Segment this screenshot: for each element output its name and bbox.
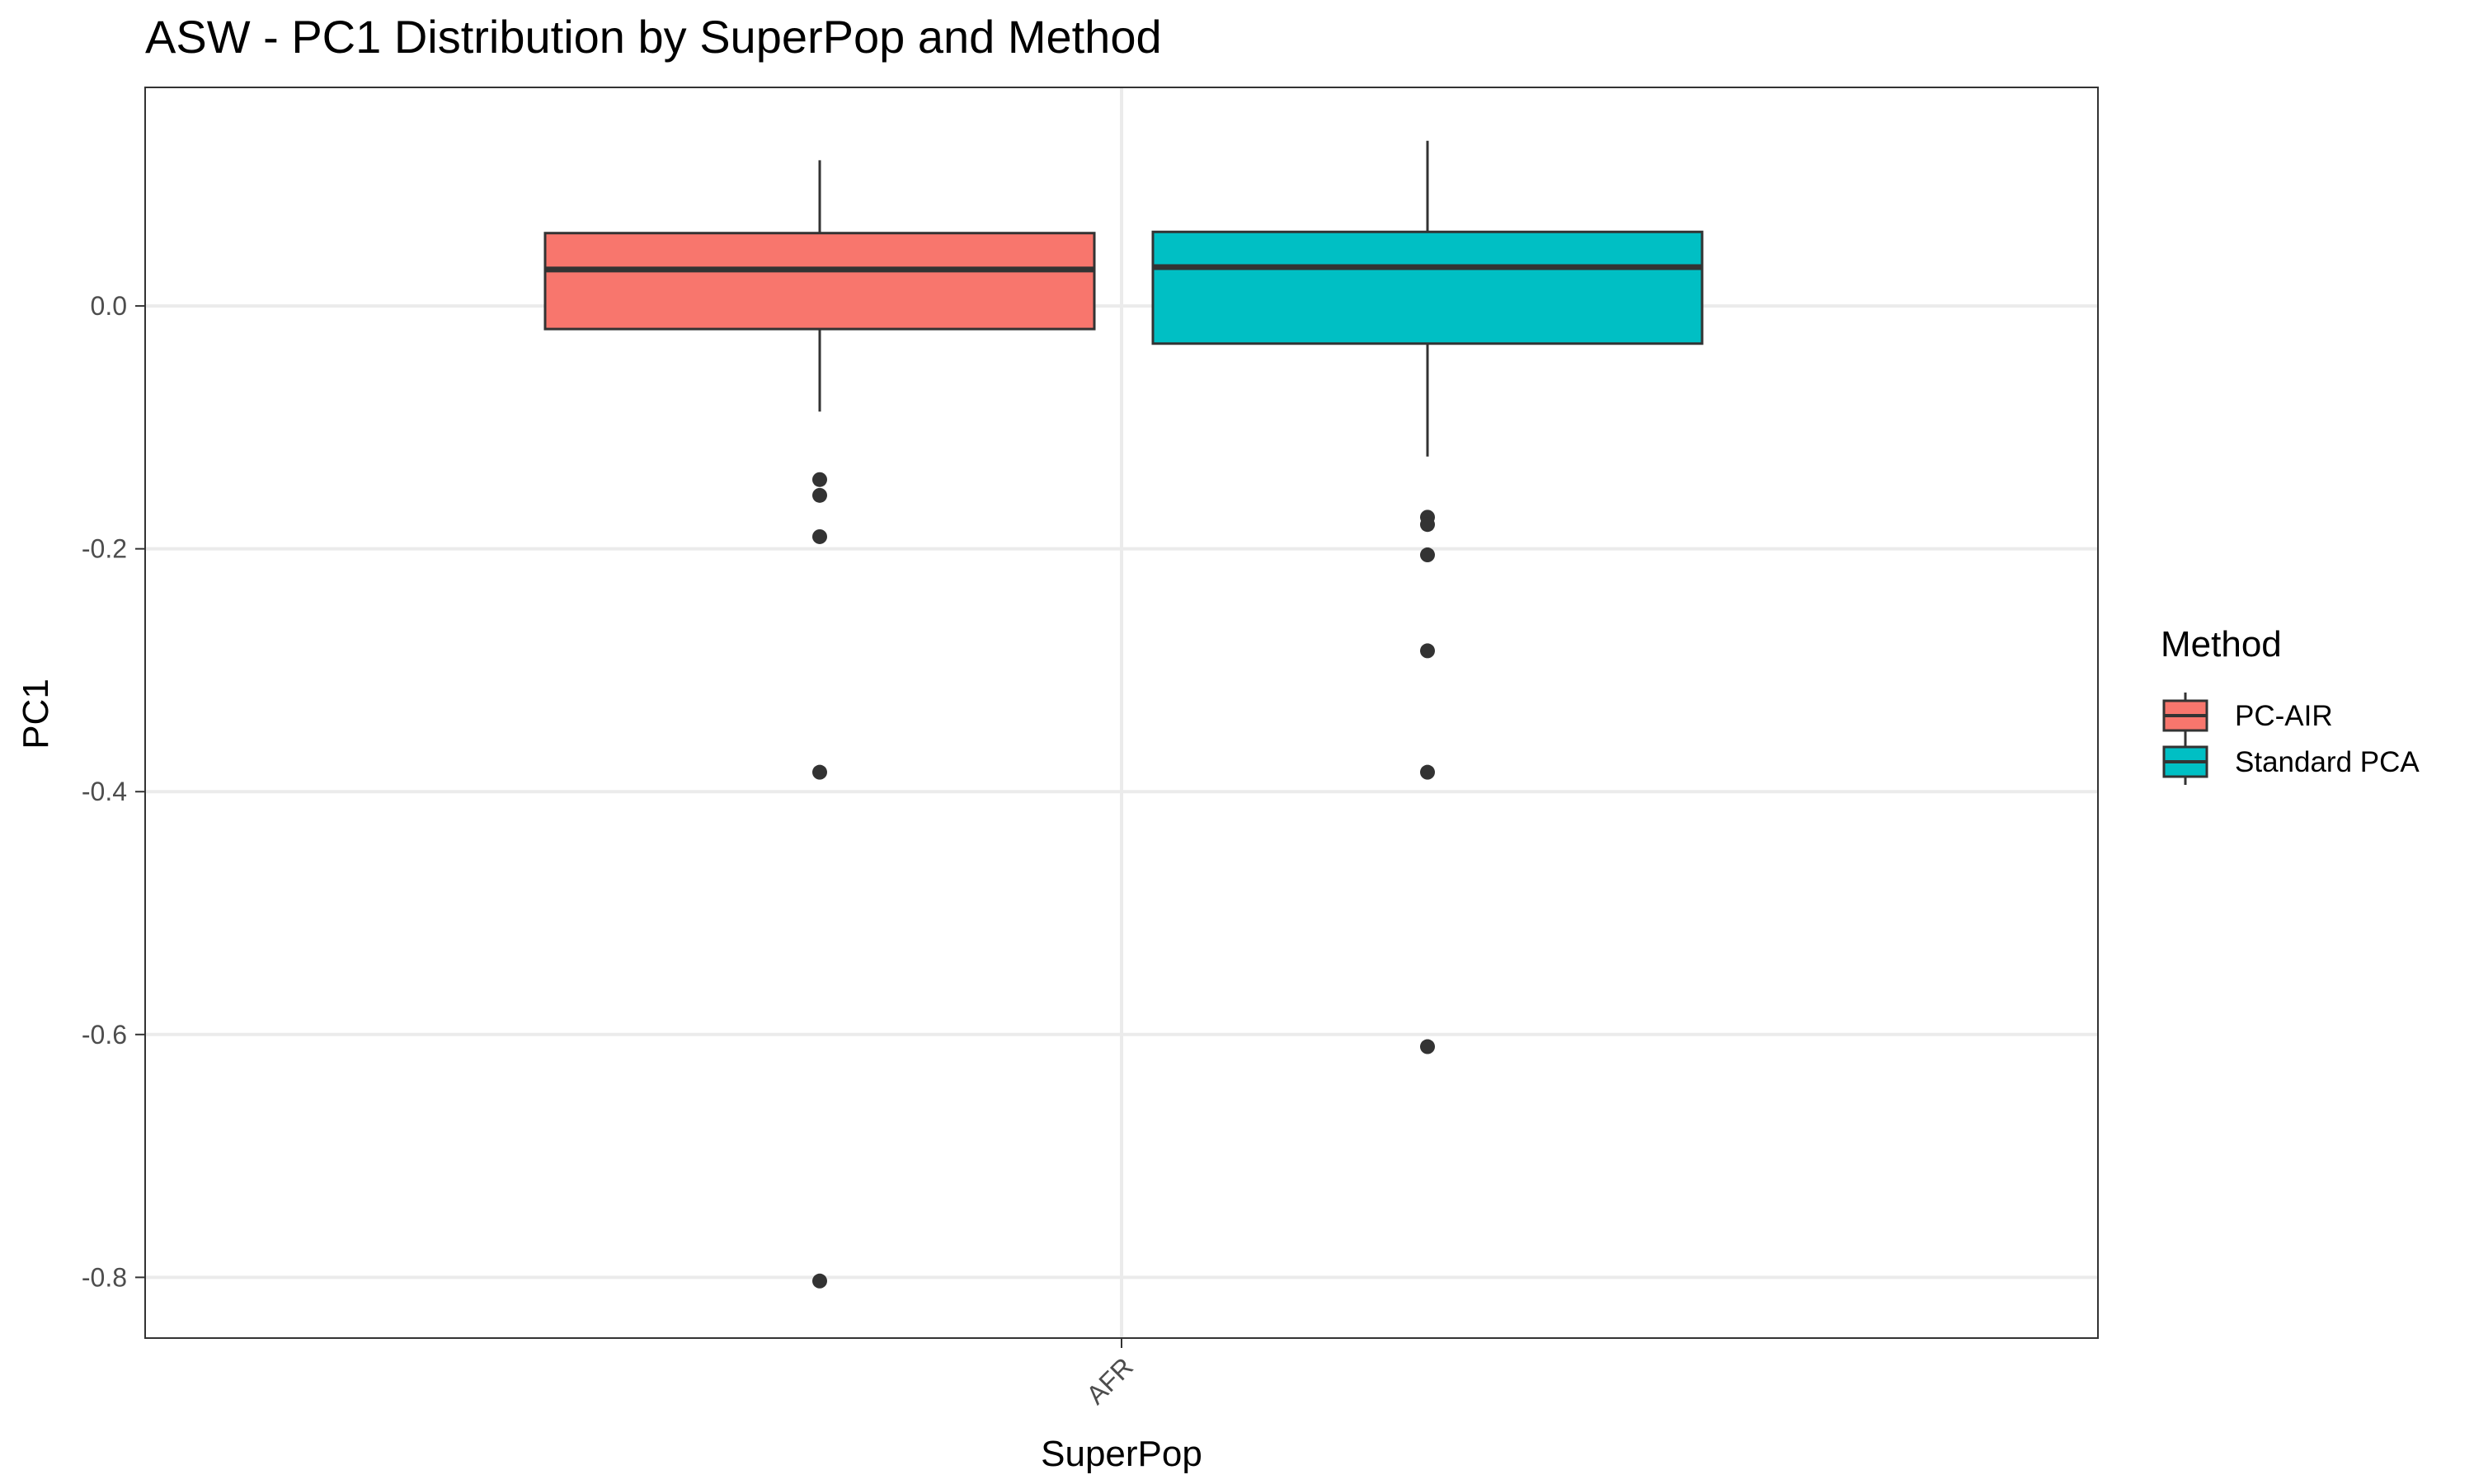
x-tick-label-afr: AFR bbox=[1080, 1351, 1139, 1410]
legend-label-standard-pca: Standard PCA bbox=[2235, 746, 2420, 778]
outlier-standard-pca-5 bbox=[1420, 1039, 1435, 1054]
x-axis: AFR bbox=[1080, 1338, 1139, 1410]
outlier-standard-pca-1 bbox=[1420, 517, 1435, 533]
legend-items: PC-AIR Standard PCA bbox=[2162, 693, 2420, 785]
y-tick-label-1: -0.2 bbox=[82, 534, 127, 564]
outlier-standard-pca-2 bbox=[1420, 547, 1435, 563]
legend: Method PC-AIR Standard PCA bbox=[2161, 624, 2420, 785]
box-series bbox=[543, 140, 1704, 1289]
legend-item-pc-air: PC-AIR bbox=[2162, 693, 2333, 739]
y-axis-title: PC1 bbox=[16, 679, 56, 749]
box-body-standard-pca bbox=[1151, 230, 1704, 345]
y-tick-label-3: -0.6 bbox=[82, 1020, 127, 1050]
y-axis: 0.0 -0.2 -0.4 -0.6 -0.8 bbox=[82, 291, 145, 1292]
y-tick-label-4: -0.8 bbox=[82, 1262, 127, 1292]
plot-panel bbox=[144, 87, 2099, 1339]
outlier-standard-pca-3 bbox=[1420, 643, 1435, 659]
outlier-pc-air-3 bbox=[812, 764, 827, 780]
legend-title: Method bbox=[2161, 624, 2282, 665]
box-body-pc-air bbox=[543, 232, 1096, 331]
box-pc-air bbox=[543, 160, 1096, 1289]
x-axis-title: SuperPop bbox=[1041, 1434, 1202, 1474]
legend-item-standard-pca: Standard PCA bbox=[2162, 739, 2420, 785]
legend-label-pc-air: PC-AIR bbox=[2235, 700, 2333, 732]
outlier-pc-air-4 bbox=[812, 1273, 827, 1289]
y-tick-label-0: 0.0 bbox=[91, 291, 127, 321]
outlier-standard-pca-4 bbox=[1420, 764, 1435, 780]
outlier-pc-air-2 bbox=[812, 528, 827, 544]
outlier-pc-air-0 bbox=[812, 472, 827, 487]
box-standard-pca bbox=[1151, 140, 1704, 1054]
outlier-pc-air-1 bbox=[812, 487, 827, 503]
y-tick-label-2: -0.4 bbox=[82, 777, 127, 806]
chart-title: ASW - PC1 Distribution by SuperPop and M… bbox=[145, 11, 1162, 63]
